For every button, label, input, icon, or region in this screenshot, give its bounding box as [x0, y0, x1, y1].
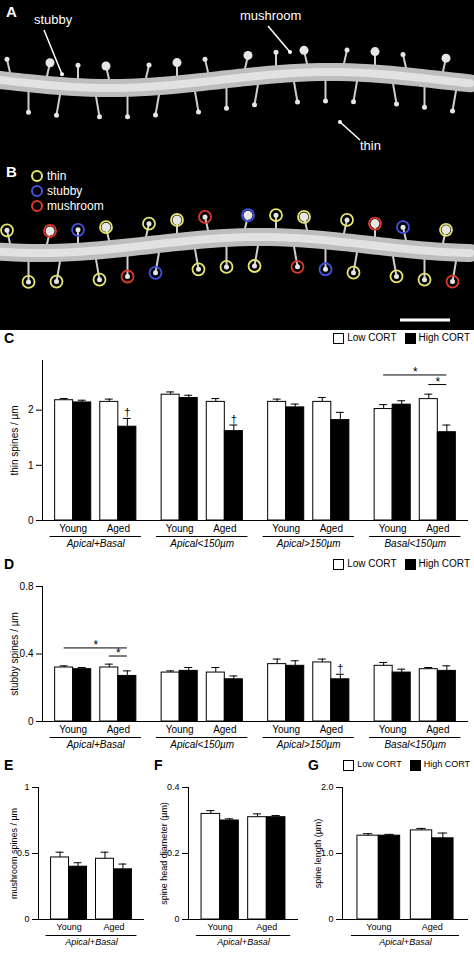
- svg-text:Young: Young: [272, 724, 300, 735]
- svg-text:*: *: [435, 375, 440, 389]
- svg-text:Young: Young: [379, 523, 407, 534]
- svg-text:0.4: 0.4: [20, 648, 34, 659]
- html-text:High CORT: High CORT: [418, 332, 470, 344]
- svg-text:mushroom: mushroom: [240, 8, 301, 23]
- html-text:G: G: [308, 757, 319, 773]
- svg-text:Young: Young: [366, 922, 391, 932]
- svg-text:Aged: Aged: [422, 922, 443, 932]
- svg-text:Young: Young: [166, 724, 194, 735]
- svg-text:0: 0: [174, 914, 179, 924]
- html-text:E: E: [4, 757, 14, 773]
- svg-text:0: 0: [28, 515, 34, 526]
- svg-text:*: *: [116, 646, 121, 660]
- svg-text:Apical>150µm: Apical>150µm: [276, 739, 341, 750]
- svg-text:Aged: Aged: [213, 724, 236, 735]
- svg-text:stubby: stubby: [47, 184, 82, 198]
- svg-text:spine length (µm): spine length (µm): [313, 819, 323, 889]
- html-text:Low CORT: Low CORT: [357, 759, 402, 770]
- svg-text:†: †: [337, 662, 343, 674]
- svg-text:Aged: Aged: [107, 523, 130, 534]
- svg-text:2.0: 2.0: [321, 782, 334, 792]
- svg-text:Apical+Basal: Apical+Basal: [66, 739, 126, 750]
- svg-text:mushroom spines / µm: mushroom spines / µm: [9, 808, 19, 899]
- svg-text:2: 2: [28, 404, 34, 415]
- svg-text:B: B: [6, 163, 17, 180]
- svg-text:Apical+Basal: Apical+Basal: [64, 937, 118, 947]
- svg-text:Basal<150µm: Basal<150µm: [384, 538, 446, 549]
- svg-text:0.2: 0.2: [167, 848, 180, 859]
- svg-text:Aged: Aged: [426, 724, 449, 735]
- svg-text:Aged: Aged: [320, 724, 343, 735]
- svg-text:0.8: 0.8: [20, 581, 34, 592]
- svg-text:Aged: Aged: [213, 523, 236, 534]
- svg-text:Young: Young: [379, 724, 407, 735]
- svg-text:Young: Young: [56, 922, 81, 932]
- svg-text:Apical<150µm: Apical<150µm: [169, 538, 234, 549]
- svg-text:mushroom: mushroom: [47, 199, 104, 213]
- svg-text:Young: Young: [272, 523, 300, 534]
- html-text:High CORT: High CORT: [418, 558, 470, 570]
- svg-text:Aged: Aged: [256, 922, 277, 932]
- svg-text:Young: Young: [166, 523, 194, 534]
- svg-text:Apical+Basal: Apical+Basal: [378, 937, 432, 947]
- svg-text:Apical<150µm: Apical<150µm: [169, 739, 234, 750]
- svg-text:Apical+Basal: Apical+Basal: [66, 538, 126, 549]
- svg-text:Aged: Aged: [426, 523, 449, 534]
- html-text:F: F: [154, 757, 163, 773]
- svg-text:*: *: [413, 365, 418, 379]
- html-text:D: D: [4, 556, 15, 572]
- svg-text:0: 0: [28, 716, 34, 727]
- svg-text:thin: thin: [360, 138, 381, 153]
- html-text:Low CORT: Low CORT: [347, 558, 397, 570]
- svg-text:Aged: Aged: [103, 922, 124, 932]
- svg-text:1: 1: [28, 460, 34, 471]
- svg-text:Young: Young: [208, 922, 233, 932]
- svg-text:†: †: [231, 413, 237, 425]
- html-text:C: C: [4, 330, 15, 346]
- svg-text:spine head diameter (µm): spine head diameter (µm): [159, 802, 169, 905]
- html-text:High CORT: High CORT: [423, 759, 470, 770]
- svg-text:Apical>150µm: Apical>150µm: [276, 538, 341, 549]
- svg-text:1.0: 1.0: [321, 848, 334, 859]
- svg-text:0: 0: [328, 914, 333, 924]
- svg-text:Young: Young: [59, 724, 87, 735]
- svg-text:Aged: Aged: [107, 724, 130, 735]
- html-text:Low CORT: Low CORT: [347, 332, 397, 344]
- svg-text:A: A: [6, 3, 17, 20]
- svg-text:†: †: [124, 406, 130, 418]
- svg-text:*: *: [93, 638, 98, 652]
- svg-text:Basal<150µm: Basal<150µm: [384, 739, 446, 750]
- svg-text:Apical+Basal: Apical+Basal: [216, 937, 270, 947]
- svg-text:1: 1: [24, 782, 29, 792]
- svg-text:stubby: stubby: [34, 12, 73, 27]
- svg-text:0.4: 0.4: [167, 782, 180, 792]
- svg-text:stubby spines / µm: stubby spines / µm: [9, 612, 20, 696]
- svg-text:Young: Young: [59, 523, 87, 534]
- svg-text:0.5: 0.5: [17, 848, 30, 859]
- svg-text:Aged: Aged: [320, 523, 343, 534]
- svg-text:0: 0: [24, 914, 29, 924]
- svg-text:thin spines / µm: thin spines / µm: [9, 405, 20, 475]
- svg-text:thin: thin: [47, 169, 66, 183]
